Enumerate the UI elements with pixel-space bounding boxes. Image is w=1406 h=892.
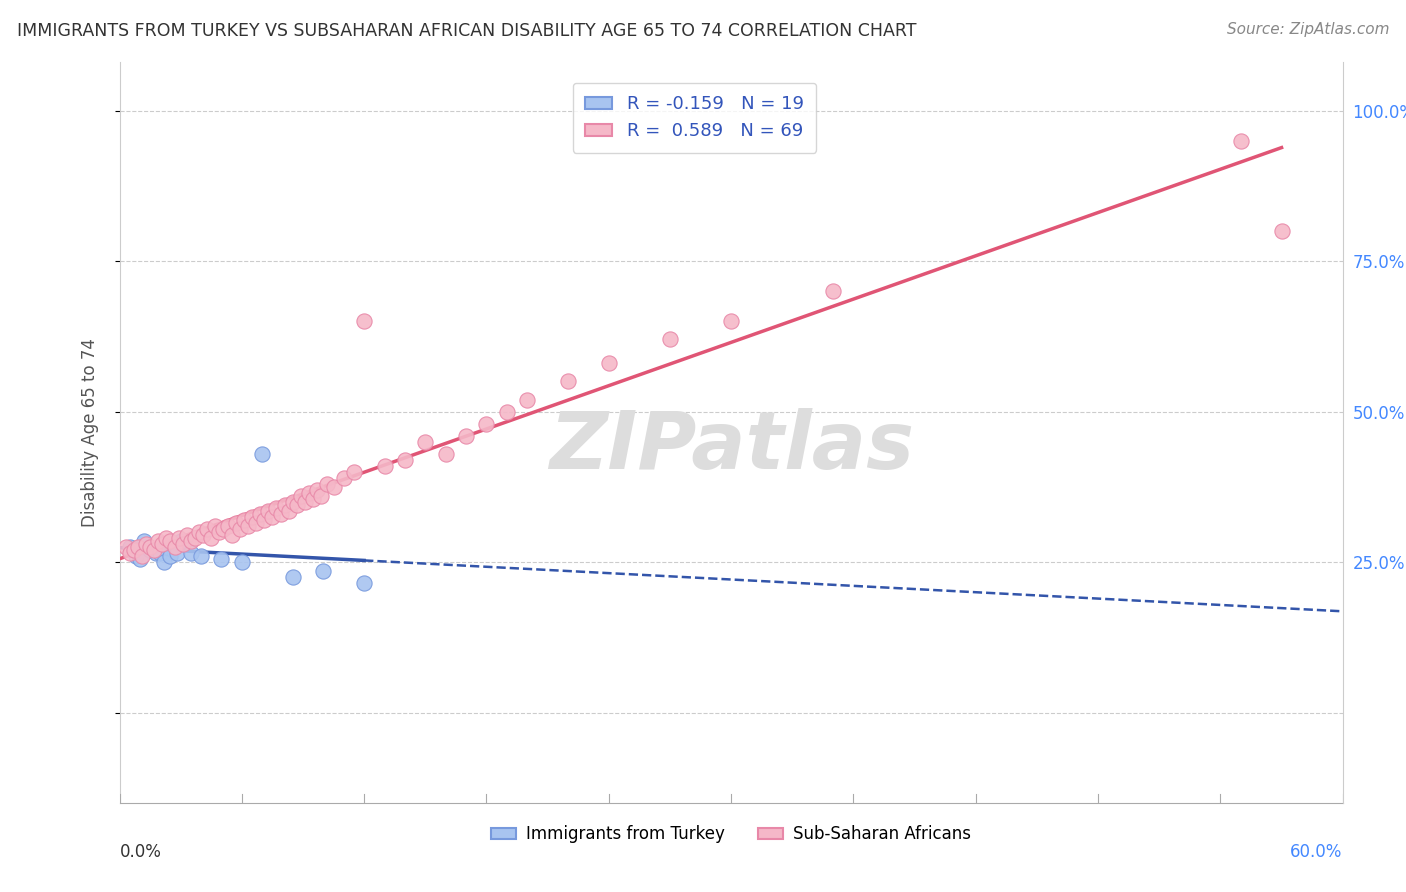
Point [150, 537, 173, 551]
Legend: Immigrants from Turkey, Sub-Saharan Africans: Immigrants from Turkey, Sub-Saharan Afri… [484, 819, 979, 850]
Point [475, 417, 498, 431]
Point [180, 533, 202, 548]
Text: 60.0%: 60.0% [1291, 843, 1343, 861]
Point [148, 533, 170, 548]
Point [184, 531, 207, 545]
Point [191, 528, 214, 542]
Point [311, 489, 333, 503]
Point [172, 537, 194, 551]
Point [129, 552, 152, 566]
Point [516, 392, 538, 407]
Point [143, 543, 166, 558]
Point [281, 570, 304, 584]
Point [149, 546, 172, 560]
Text: 0.0%: 0.0% [120, 843, 162, 861]
Text: ZIPatlas: ZIPatlas [548, 409, 914, 486]
Point [221, 528, 243, 542]
Point [720, 314, 742, 328]
Point [316, 476, 339, 491]
Point [394, 452, 416, 467]
Point [277, 504, 299, 518]
Point [132, 533, 155, 548]
Point [229, 522, 252, 536]
Point [557, 375, 579, 389]
Text: IMMIGRANTS FROM TURKEY VS SUBSAHARAN AFRICAN DISABILITY AGE 65 TO 74 CORRELATION: IMMIGRANTS FROM TURKEY VS SUBSAHARAN AFR… [17, 22, 917, 40]
Point [155, 531, 177, 545]
Point [659, 332, 682, 346]
Point [236, 519, 259, 533]
Point [232, 513, 254, 527]
Point [204, 519, 226, 533]
Point [262, 509, 284, 524]
Point [250, 447, 273, 461]
Point [374, 458, 396, 473]
Point [270, 507, 292, 521]
Point [139, 540, 162, 554]
Point [208, 524, 231, 539]
Point [217, 519, 239, 533]
Point [273, 498, 295, 512]
Point [1271, 224, 1294, 238]
Point [298, 485, 321, 500]
Point [353, 576, 375, 591]
Point [212, 522, 235, 536]
Point [176, 528, 198, 542]
Point [456, 428, 478, 442]
Point [496, 404, 519, 418]
Point [821, 284, 844, 298]
Point [253, 513, 276, 527]
Point [180, 546, 202, 560]
Point [118, 546, 141, 560]
Point [122, 543, 145, 558]
Point [159, 533, 181, 548]
Point [195, 522, 218, 536]
Point [307, 483, 329, 497]
Point [413, 434, 436, 449]
Point [257, 504, 280, 518]
Point [290, 489, 312, 503]
Point [139, 543, 162, 558]
Point [190, 549, 212, 563]
Point [131, 549, 153, 563]
Point [166, 546, 188, 560]
Point [281, 495, 304, 509]
Point [211, 552, 233, 566]
Point [1229, 134, 1253, 148]
Point [294, 495, 316, 509]
Y-axis label: Disability Age 65 to 74: Disability Age 65 to 74 [80, 338, 98, 527]
Point [118, 540, 141, 554]
Point [249, 507, 271, 521]
Point [225, 516, 247, 530]
Point [159, 549, 181, 563]
Point [125, 549, 148, 563]
Point [188, 524, 211, 539]
Point [322, 480, 344, 494]
Point [598, 356, 620, 370]
Point [285, 498, 308, 512]
Point [353, 314, 375, 328]
Point [167, 531, 190, 545]
Point [114, 540, 136, 554]
Point [135, 537, 157, 551]
Point [302, 491, 325, 506]
Point [231, 555, 253, 569]
Point [163, 540, 186, 554]
Point [312, 564, 335, 578]
Point [153, 555, 176, 569]
Point [332, 471, 354, 485]
Point [145, 546, 167, 560]
Point [266, 500, 288, 515]
Point [343, 465, 366, 479]
Point [245, 516, 267, 530]
Point [200, 531, 222, 545]
Point [169, 533, 191, 548]
Text: Source: ZipAtlas.com: Source: ZipAtlas.com [1226, 22, 1389, 37]
Point [240, 509, 263, 524]
Point [127, 540, 149, 554]
Point [434, 447, 457, 461]
